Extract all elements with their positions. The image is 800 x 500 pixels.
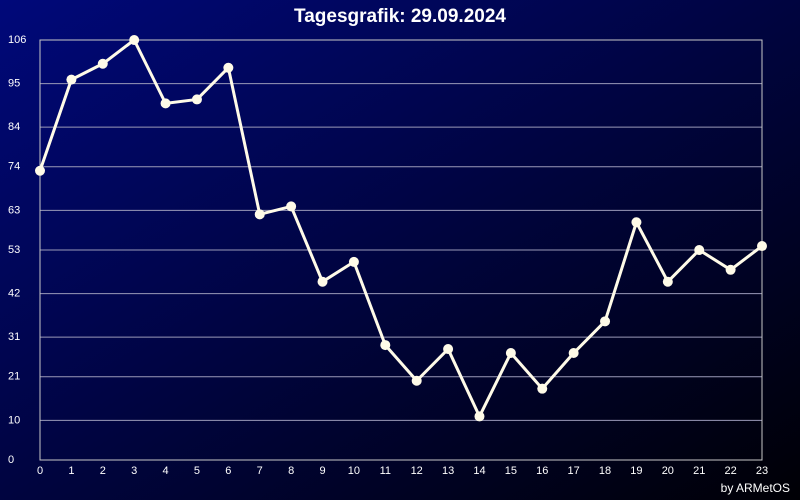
x-tick-label: 6 — [225, 465, 231, 477]
x-tick-label: 15 — [505, 465, 517, 477]
x-tick-label: 20 — [662, 465, 674, 477]
y-tick-label: 31 — [8, 331, 20, 343]
x-tick-label: 10 — [348, 465, 360, 477]
data-point — [694, 245, 705, 255]
y-tick-label: 74 — [8, 161, 20, 173]
y-tick-label: 10 — [8, 414, 20, 426]
x-tick-label: 7 — [257, 465, 263, 477]
x-tick-label: 11 — [380, 465, 391, 477]
data-point — [317, 276, 328, 287]
x-tick-label: 8 — [288, 465, 294, 477]
x-tick-label: 2 — [100, 465, 106, 477]
data-point — [537, 383, 548, 394]
y-tick-label: 21 — [8, 371, 20, 383]
data-point — [286, 201, 297, 212]
data-point — [662, 276, 673, 287]
x-tick-label: 16 — [536, 465, 548, 477]
data-point — [254, 209, 265, 220]
y-tick-label: 63 — [8, 204, 20, 216]
data-point — [600, 316, 611, 327]
data-point — [66, 74, 77, 85]
x-tick-label: 17 — [568, 465, 580, 477]
x-tick-label: 13 — [442, 465, 454, 477]
y-tick-label: 106 — [8, 34, 26, 46]
x-tick-label: 9 — [319, 465, 325, 477]
data-point — [568, 348, 579, 359]
data-point — [380, 340, 391, 351]
y-tick-label: 95 — [8, 77, 20, 89]
data-point — [348, 256, 359, 267]
x-tick-label: 21 — [693, 465, 705, 477]
data-point — [725, 264, 736, 275]
credit: by ARMetOS — [721, 481, 790, 495]
data-point — [443, 344, 454, 355]
x-tick-label: 1 — [68, 465, 74, 477]
x-tick-label: 12 — [411, 465, 423, 477]
data-point — [35, 165, 45, 176]
x-tick-label: 22 — [724, 465, 736, 477]
y-tick-label: 84 — [8, 121, 20, 133]
data-point — [223, 62, 234, 73]
data-point — [631, 217, 642, 228]
data-line — [38, 38, 763, 418]
x-tick-label: 4 — [163, 465, 169, 477]
y-tick-label: 42 — [8, 287, 20, 299]
x-tick-label: 19 — [630, 465, 642, 477]
x-tick-label: 23 — [756, 465, 768, 477]
data-point — [97, 58, 108, 69]
y-tick-label: 0 — [8, 454, 14, 466]
data-point — [411, 375, 422, 386]
x-tick-label: 18 — [599, 465, 611, 477]
x-tick-label: 3 — [131, 465, 137, 477]
y-tick-label: 53 — [8, 244, 20, 256]
x-tick-label: 5 — [194, 465, 200, 477]
data-point — [129, 35, 140, 45]
data-point — [191, 94, 202, 105]
data-point — [474, 411, 485, 422]
data-point — [757, 241, 767, 252]
x-tick-label: 0 — [37, 465, 43, 477]
chart-title: Tagesgrafik: 29.09.2024 — [294, 6, 506, 27]
data-point — [160, 98, 171, 109]
x-tick-label: 14 — [473, 465, 485, 477]
data-point — [505, 348, 516, 359]
